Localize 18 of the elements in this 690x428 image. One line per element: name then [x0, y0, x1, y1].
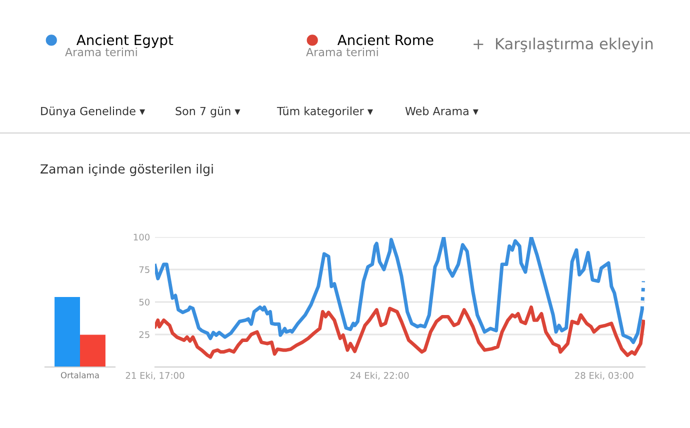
legend-label: Ancient Rome — [337, 34, 434, 46]
text: Dünya Genelinde ▾ — [41, 106, 146, 118]
x-tick-label: Ortalama — [60, 372, 99, 378]
y-tick-label: 100 — [134, 234, 150, 241]
x-tick-label: 24 Eki, 22:00 — [350, 372, 409, 380]
text: Tüm kategoriler ▾ — [276, 106, 373, 118]
y-tick-label: 25 — [139, 331, 150, 338]
text: Son 7 gün ▾ — [176, 106, 240, 118]
text: Arama terimi — [306, 48, 378, 56]
y-tick-label: 50 — [139, 298, 150, 306]
x-tick-label: 21 Eki, 17:00 — [126, 372, 184, 380]
text: + Karşılaştırma ekleyin — [474, 38, 653, 52]
y-tick-label: 75 — [139, 266, 150, 274]
legend-label: Ancient Egypt — [76, 34, 174, 48]
chart-title: Zaman içinde gösterilen ilgi — [40, 164, 213, 176]
x-tick-label: 28 Eki, 03:00 — [575, 372, 634, 380]
text: Web Arama ▾ — [405, 106, 478, 116]
text: Arama terimi — [65, 48, 137, 56]
